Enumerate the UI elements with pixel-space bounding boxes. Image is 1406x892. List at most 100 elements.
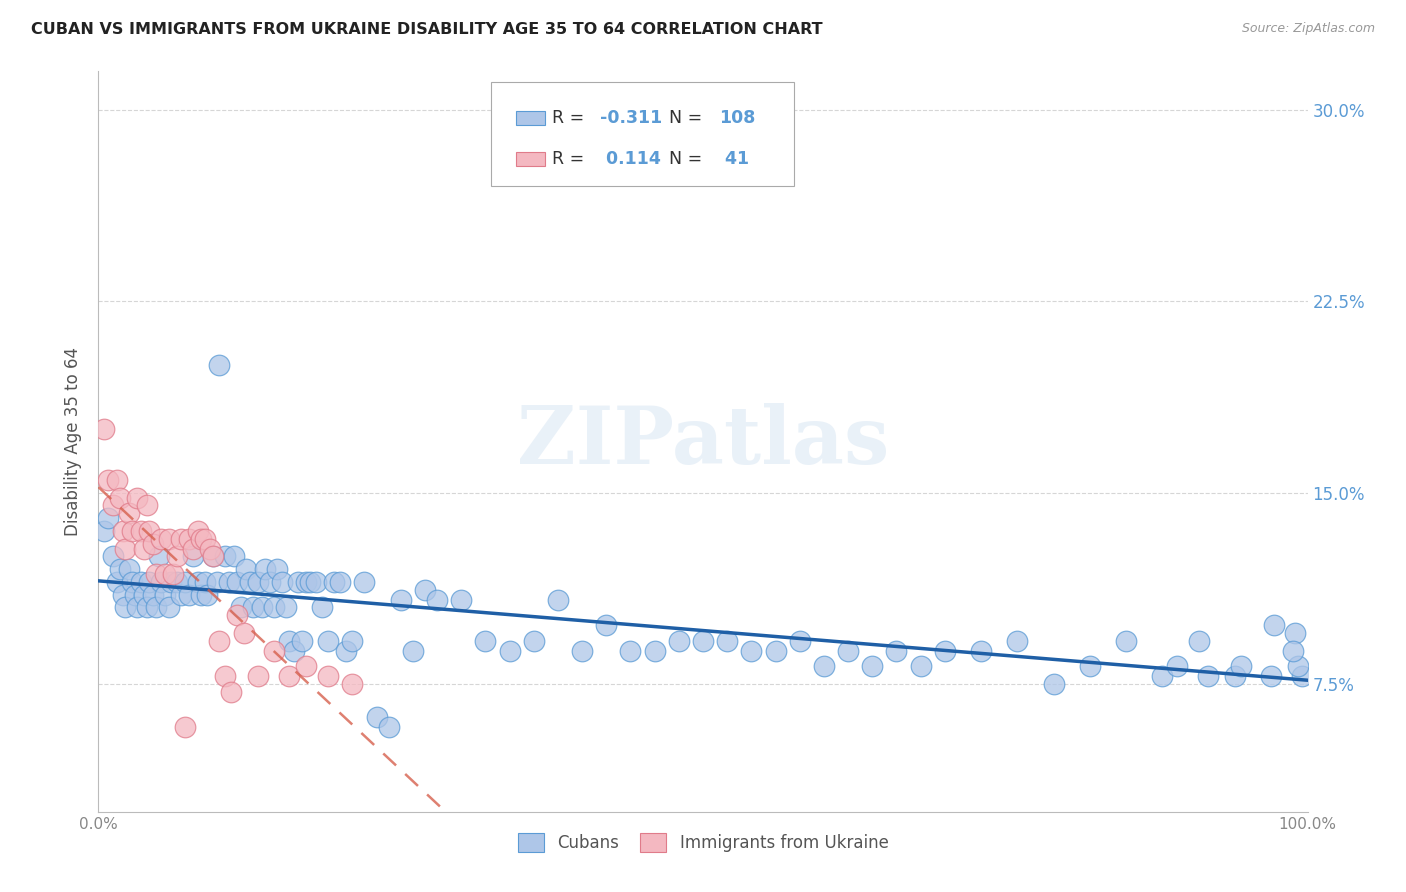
Point: [740, 644, 762, 658]
Point: [295, 659, 318, 673]
Point: [174, 574, 197, 589]
Point: [619, 644, 641, 658]
Point: [290, 633, 312, 648]
Point: [283, 644, 305, 658]
Point: [235, 562, 257, 576]
Point: [1282, 644, 1305, 658]
Point: [226, 574, 249, 589]
Point: [323, 574, 346, 589]
Point: [934, 644, 956, 658]
Point: [1286, 659, 1309, 673]
Point: [97, 511, 120, 525]
Text: N =: N =: [669, 150, 707, 169]
Point: [305, 574, 328, 589]
Point: [101, 549, 124, 564]
Point: [181, 541, 204, 556]
Point: [198, 541, 221, 556]
Point: [179, 588, 201, 602]
Point: [232, 626, 254, 640]
Point: [114, 600, 136, 615]
Point: [138, 524, 160, 538]
Point: [1260, 669, 1282, 683]
Point: [202, 549, 225, 564]
Point: [150, 532, 173, 546]
Point: [366, 710, 388, 724]
Point: [118, 562, 141, 576]
Point: [1042, 677, 1064, 691]
Text: R =: R =: [551, 150, 589, 169]
Point: [108, 562, 131, 576]
Point: [142, 536, 165, 550]
Point: [157, 532, 180, 546]
Point: [1007, 633, 1029, 648]
Text: -0.311: -0.311: [600, 110, 662, 128]
Point: [450, 592, 472, 607]
Text: R =: R =: [551, 110, 589, 128]
Point: [886, 644, 908, 658]
Point: [153, 588, 176, 602]
Point: [1152, 669, 1174, 683]
Point: [837, 644, 859, 658]
Point: [187, 524, 209, 538]
Point: [389, 592, 412, 607]
Point: [342, 633, 364, 648]
FancyBboxPatch shape: [492, 82, 793, 186]
Text: 0.114: 0.114: [600, 150, 661, 169]
Point: [134, 541, 156, 556]
Text: Source: ZipAtlas.com: Source: ZipAtlas.com: [1241, 22, 1375, 36]
Point: [247, 574, 270, 589]
Point: [208, 633, 231, 648]
Point: [166, 574, 188, 589]
Point: [413, 582, 436, 597]
Text: 108: 108: [718, 110, 755, 128]
Point: [205, 574, 228, 589]
Point: [813, 659, 835, 673]
Point: [121, 574, 143, 589]
Point: [263, 644, 285, 658]
Point: [860, 659, 883, 673]
Point: [190, 532, 212, 546]
Point: [135, 600, 157, 615]
Point: [316, 633, 339, 648]
Point: [299, 574, 322, 589]
Point: [1078, 659, 1101, 673]
Point: [124, 588, 146, 602]
Point: [571, 644, 593, 658]
Point: [523, 633, 546, 648]
Point: [910, 659, 932, 673]
Point: [160, 574, 183, 589]
FancyBboxPatch shape: [516, 111, 544, 125]
Point: [789, 633, 811, 648]
Point: [169, 588, 191, 602]
Point: [329, 574, 352, 589]
Point: [547, 592, 569, 607]
Point: [278, 633, 301, 648]
Point: [153, 567, 176, 582]
Point: [142, 588, 165, 602]
Point: [402, 644, 425, 658]
Point: [295, 574, 318, 589]
Legend: Cubans, Immigrants from Ukraine: Cubans, Immigrants from Ukraine: [510, 826, 896, 859]
Y-axis label: Disability Age 35 to 64: Disability Age 35 to 64: [65, 347, 83, 536]
Point: [221, 684, 243, 698]
Point: [194, 574, 217, 589]
Point: [335, 644, 357, 658]
Point: [595, 618, 617, 632]
Point: [1166, 659, 1188, 673]
Point: [208, 358, 231, 372]
Point: [266, 562, 288, 576]
Point: [254, 562, 277, 576]
Text: N =: N =: [669, 110, 707, 128]
Point: [195, 588, 218, 602]
Point: [474, 633, 496, 648]
Point: [1230, 659, 1253, 673]
Point: [1223, 669, 1246, 683]
Point: [127, 600, 149, 615]
Point: [101, 499, 124, 513]
Point: [174, 721, 197, 735]
Point: [108, 491, 131, 505]
Point: [668, 633, 690, 648]
Point: [239, 574, 262, 589]
Point: [1291, 669, 1313, 683]
Point: [274, 600, 297, 615]
